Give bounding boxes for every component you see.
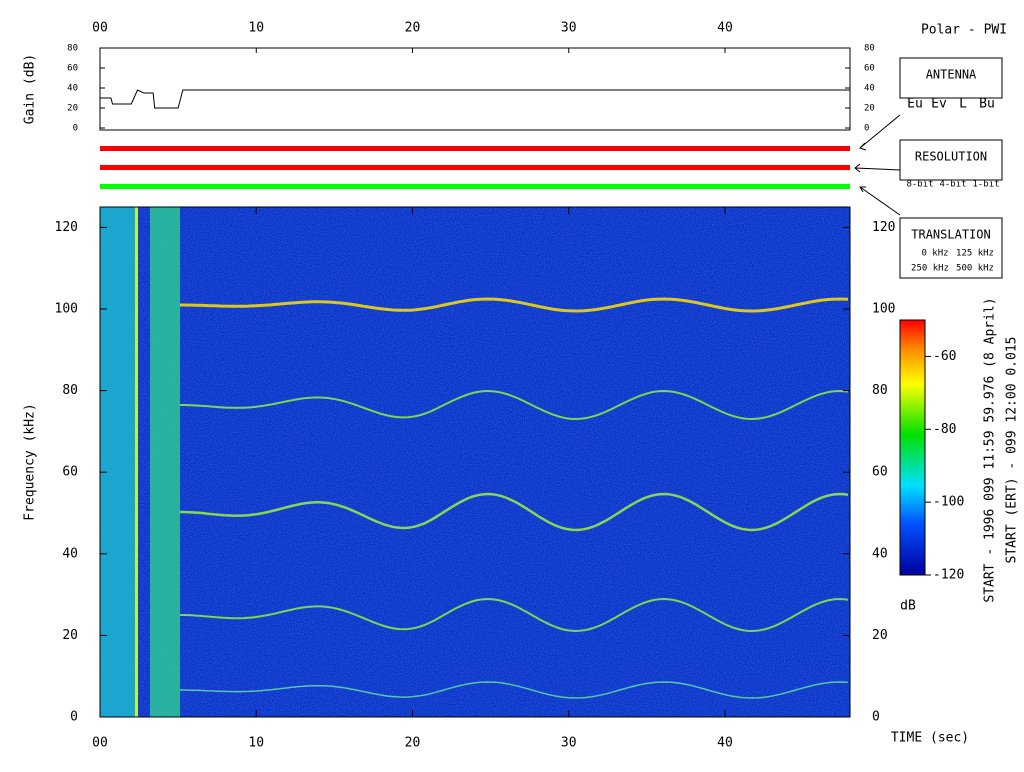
legend-item: 8-bit xyxy=(906,180,933,190)
y-tick-label: 20 xyxy=(864,104,875,114)
colorbar-tick-label: -60 xyxy=(933,349,956,364)
start-ert: START (ERT) - 099 12:00 0.015 xyxy=(1005,337,1020,564)
title: Polar - PWI xyxy=(921,23,1007,38)
y-tick-label: 40 xyxy=(864,84,875,94)
colorbar xyxy=(899,319,926,576)
y-tick-label: 60 xyxy=(62,465,78,480)
legend-item: Ev xyxy=(931,97,947,112)
legend-item: 1-bit xyxy=(972,180,999,190)
y-tick-label: 120 xyxy=(55,220,78,235)
status-bar xyxy=(100,146,850,151)
y-tick-label: 120 xyxy=(872,220,895,235)
y-axis-label: Frequency (kHz) xyxy=(23,403,38,520)
spectrogram-noise xyxy=(100,207,850,717)
legend-box xyxy=(899,139,1003,181)
spectrogram xyxy=(100,207,850,717)
x-tick-label: 30 xyxy=(561,21,577,36)
spectral-band xyxy=(180,681,849,699)
legend-item: 0 kHz xyxy=(921,249,948,259)
gain-frame xyxy=(99,47,851,131)
y-tick-label: 100 xyxy=(55,302,78,317)
y-tick-label: 40 xyxy=(872,546,888,561)
legend-item: L xyxy=(959,97,967,112)
status-bar xyxy=(100,165,850,170)
arrow xyxy=(854,163,901,173)
plot-frame xyxy=(99,206,851,718)
y-tick-label: 80 xyxy=(864,44,875,54)
legend-title: ANTENNA xyxy=(926,68,977,82)
y-tick-label: 0 xyxy=(864,124,869,134)
x-tick-label: 10 xyxy=(248,736,264,751)
arrow xyxy=(859,186,901,216)
legend-item: 125 kHz xyxy=(956,249,994,259)
spectral-band xyxy=(180,492,849,532)
colorbar-tick-label: -80 xyxy=(933,422,956,437)
spectral-band xyxy=(180,389,849,421)
y-tick-label: 0 xyxy=(872,710,880,725)
x-tick-label: 20 xyxy=(405,21,421,36)
x-axis-label: TIME (sec) xyxy=(891,731,969,746)
y-tick-label: 40 xyxy=(62,546,78,561)
y-tick-label: 60 xyxy=(67,64,78,74)
legend-item: 250 kHz xyxy=(911,264,949,274)
legend-box xyxy=(899,57,1003,99)
status-bar xyxy=(100,184,850,189)
y-tick-label: 20 xyxy=(62,628,78,643)
x-tick-label: 10 xyxy=(248,21,264,36)
spectrogram-band xyxy=(135,207,138,717)
y-axis-label: Gain (dB) xyxy=(23,54,38,124)
legend-title: TRANSLATION xyxy=(911,228,990,242)
y-tick-label: 80 xyxy=(62,383,78,398)
y-tick-label: 60 xyxy=(872,465,888,480)
spectrogram-band xyxy=(150,207,180,717)
y-tick-label: 20 xyxy=(872,628,888,643)
spectrogram-band xyxy=(100,207,135,717)
y-tick-label: 60 xyxy=(864,64,875,74)
x-tick-label: 00 xyxy=(92,736,108,751)
colorbar-tick-label: -120 xyxy=(933,568,964,583)
y-tick-label: 100 xyxy=(872,302,895,317)
x-tick-label: 40 xyxy=(717,736,733,751)
x-tick-label: 30 xyxy=(561,736,577,751)
y-tick-label: 80 xyxy=(872,383,888,398)
legend-box xyxy=(899,217,1003,279)
colorbar-label: dB xyxy=(900,599,916,614)
legend-title: RESOLUTION xyxy=(915,150,987,164)
x-tick-label: 20 xyxy=(405,736,421,751)
y-tick-label: 0 xyxy=(73,124,78,134)
y-tick-label: 20 xyxy=(67,104,78,114)
arrow xyxy=(859,114,901,151)
y-tick-label: 40 xyxy=(67,84,78,94)
gain-line xyxy=(100,89,850,109)
colorbar-tick-label: -100 xyxy=(933,495,964,510)
legend-item: 500 kHz xyxy=(956,264,994,274)
x-tick-label: 00 xyxy=(92,21,108,36)
y-tick-label: 80 xyxy=(67,44,78,54)
legend-item: Eu xyxy=(907,97,923,112)
y-tick-label: 0 xyxy=(70,710,78,725)
start-time: START - 1996 099 11:59 59.976 (8 April) xyxy=(983,297,998,602)
legend-item: 4-bit xyxy=(939,180,966,190)
spectral-band xyxy=(180,597,849,633)
x-tick-label: 40 xyxy=(717,21,733,36)
legend-item: Bu xyxy=(979,97,995,112)
spectral-band xyxy=(180,297,849,313)
